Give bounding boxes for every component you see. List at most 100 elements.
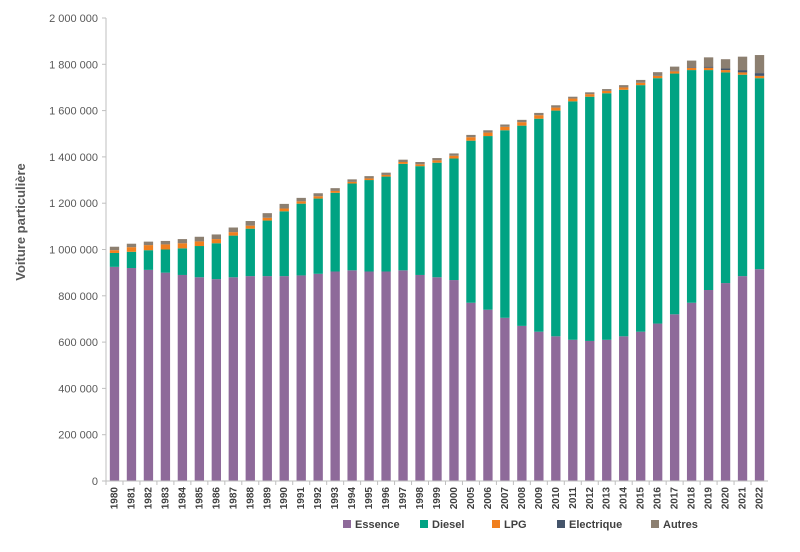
- bar-diesel-2014: [619, 89, 629, 337]
- bar-autres-2022: [754, 55, 765, 74]
- bar-essence-2018: [686, 302, 697, 481]
- x-tick-label: 2019: [704, 487, 715, 510]
- bar-autres-2019: [703, 57, 714, 67]
- bar-essence-1985: [194, 277, 205, 481]
- legend: Essence Diesel LPG Electrique Autres: [343, 519, 698, 531]
- x-tick-label: 1999: [432, 487, 443, 510]
- bar-autres-2005: [466, 134, 476, 138]
- x-tick-label: 1987: [228, 487, 239, 510]
- bar-lpg-2013: [602, 90, 612, 94]
- x-tick-label: 1993: [330, 487, 341, 510]
- bar-essence-2021: [737, 276, 748, 481]
- x-tick-label: 1986: [211, 487, 222, 510]
- bar-diesel-2020: [720, 72, 731, 284]
- bar-autres-2012: [585, 92, 595, 95]
- x-axis: 1980 1981 1982 1983 1984 1985 1986 1987 1988 1989…: [105, 481, 766, 510]
- bar-lpg-2010: [551, 107, 561, 111]
- bar-essence-2013: [602, 339, 612, 481]
- y-tick-label: 1 400 000: [49, 152, 98, 164]
- bar-diesel-1998: [415, 166, 425, 275]
- x-tick-label: 1994: [347, 487, 358, 510]
- y-tick-label: 0: [92, 476, 98, 488]
- bar-diesel-2005: [466, 140, 476, 303]
- bar-lpg-1980: [109, 250, 120, 253]
- bar-lpg-1989: [262, 217, 272, 221]
- bar-lpg-1984: [177, 243, 188, 249]
- y-tick-label: 1 800 000: [49, 59, 98, 71]
- bar-diesel-1989: [262, 220, 272, 277]
- bar-diesel-1983: [160, 249, 171, 273]
- bar-diesel-2018: [686, 70, 697, 303]
- bar-diesel-1994: [347, 183, 357, 271]
- bar-autres-2015: [636, 79, 646, 83]
- bar-lpg-2017: [669, 71, 680, 74]
- bar-diesel-1988: [245, 228, 255, 277]
- bar-lpg-2016: [652, 75, 663, 79]
- bar-diesel-1999: [432, 162, 442, 278]
- bar-diesel-2015: [636, 85, 646, 332]
- bar-lpg-2008: [517, 122, 527, 126]
- bar-diesel-2000: [449, 158, 459, 281]
- bar-autres-1988: [245, 221, 255, 226]
- bar-essence-2012: [585, 340, 595, 481]
- bar-essence-1995: [364, 271, 374, 481]
- bar-essence-2020: [720, 283, 731, 481]
- bar-essence-2000: [449, 280, 459, 481]
- bar-diesel-2022: [754, 78, 765, 270]
- x-tick-label: 2016: [653, 487, 664, 510]
- y-tick-label: 2 000 000: [49, 13, 98, 25]
- bar-essence-1980: [109, 266, 120, 481]
- bar-autres-2013: [602, 89, 612, 91]
- bar-autres-1993: [330, 188, 340, 191]
- bar-lpg-2019: [703, 67, 714, 71]
- bar-essence-2022: [754, 269, 765, 481]
- bar-autres-1995: [364, 176, 374, 179]
- bar-lpg-1982: [143, 245, 154, 251]
- bar-diesel-1991: [296, 203, 306, 276]
- bar-lpg-1990: [279, 208, 289, 212]
- legend-swatch-electrique: [557, 520, 565, 528]
- bar-lpg-1983: [160, 244, 171, 250]
- legend-label-lpg: LPG: [504, 519, 527, 531]
- y-tick-label: 1 600 000: [49, 106, 98, 118]
- bar-autres-1986: [211, 234, 222, 240]
- bar-diesel-1993: [330, 192, 340, 272]
- x-tick-label: 1996: [381, 487, 392, 510]
- bar-essence-1981: [126, 268, 137, 481]
- bar-essence-1987: [228, 277, 238, 481]
- bar-autres-1994: [347, 179, 357, 182]
- x-tick-label: 1992: [313, 487, 324, 510]
- x-tick-label: 2012: [585, 487, 596, 510]
- y-tick-label: 1 200 000: [49, 198, 98, 210]
- bar-lpg-1985: [194, 241, 205, 247]
- x-tick-label: 2018: [687, 487, 698, 510]
- bar-autres-2010: [551, 105, 561, 108]
- bar-autres-1990: [279, 203, 289, 209]
- bar-essence-1986: [211, 279, 222, 481]
- bar-lpg-1981: [126, 247, 137, 252]
- bar-autres-1985: [194, 236, 205, 242]
- bar-essence-1989: [262, 276, 272, 481]
- x-tick-label: 2007: [500, 487, 511, 510]
- bar-lpg-1996: [381, 174, 391, 177]
- bar-lpg-1995: [364, 178, 374, 181]
- x-tick-label: 1990: [279, 487, 290, 510]
- y-tick-label: 1 000 000: [49, 245, 98, 257]
- x-tick-label: 2021: [738, 487, 749, 510]
- bar-diesel-2010: [551, 110, 561, 337]
- bar-lpg-2015: [636, 82, 646, 86]
- bar-essence-1983: [160, 272, 171, 481]
- x-tick-label: 2014: [619, 487, 630, 510]
- bar-essence-1993: [330, 271, 340, 481]
- y-tick-label: 600 000: [58, 337, 98, 349]
- bar-electrique-2022: [754, 73, 765, 76]
- bar-electrique-2020: [720, 68, 731, 71]
- x-tick-label: 2017: [670, 487, 681, 510]
- legend-label-essence: Essence: [355, 519, 400, 531]
- bar-diesel-2017: [669, 73, 680, 315]
- bar-diesel-2009: [534, 118, 544, 332]
- bar-diesel-2012: [585, 96, 595, 341]
- bar-essence-1982: [143, 269, 154, 481]
- legend-swatch-diesel: [420, 520, 428, 528]
- bar-autres-2011: [568, 96, 578, 99]
